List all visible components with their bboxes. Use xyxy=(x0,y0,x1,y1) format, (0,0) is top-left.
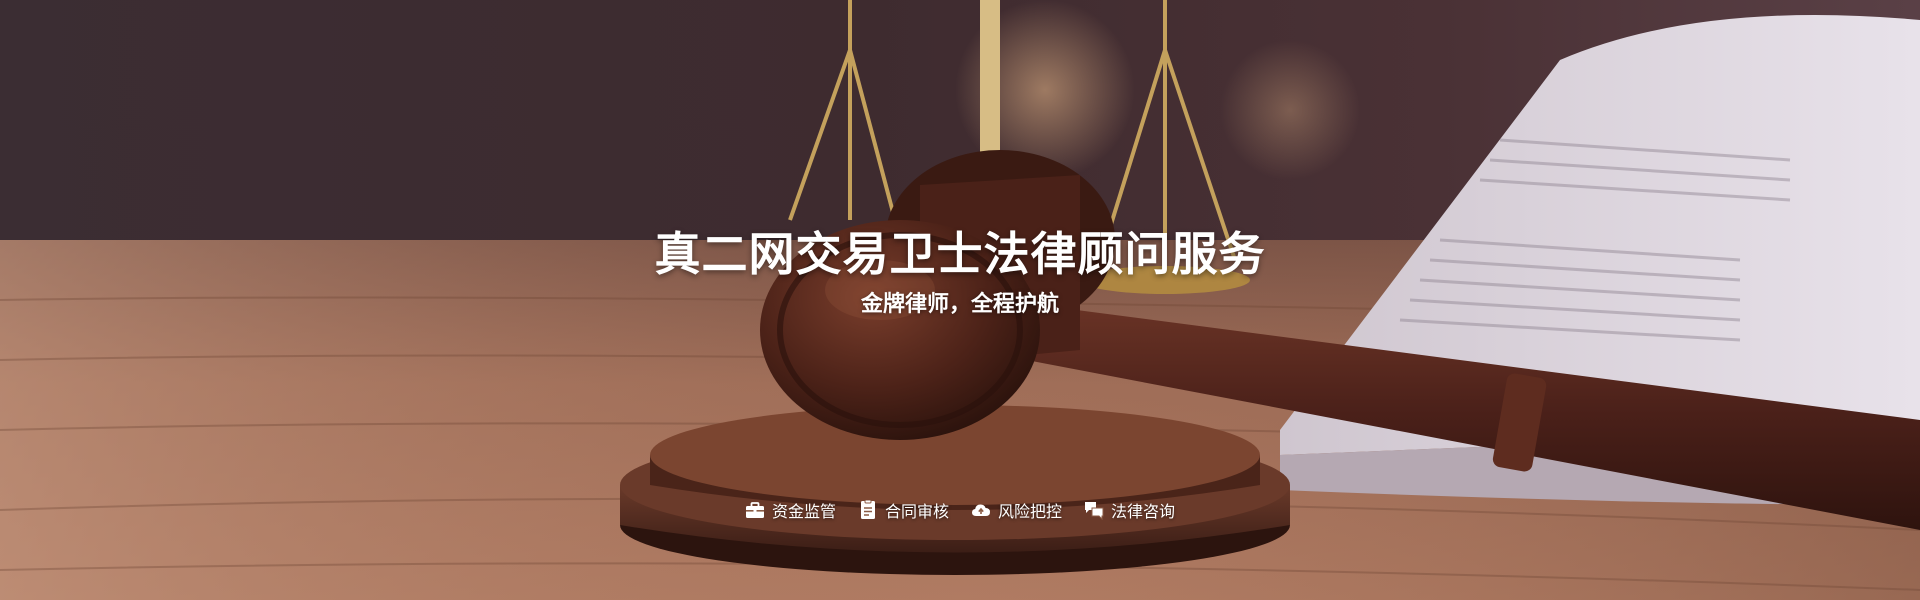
feature-label: 风险把控 xyxy=(998,502,1063,521)
hero-title: 真二网交易卫士法律顾问服务 xyxy=(654,227,1266,281)
feature-fund-supervision[interactable]: 资金监管 xyxy=(745,498,836,522)
feature-label: 法律咨询 xyxy=(1111,502,1176,521)
feature-list: 资金监管 合同审核 风险把控 法律咨询 xyxy=(0,498,1920,522)
feature-label: 合同审核 xyxy=(884,502,949,521)
cloud-icon xyxy=(971,500,991,520)
feature-contract-review[interactable]: 合同审核 xyxy=(858,498,949,522)
hero-subtitle: 金牌律师，全程护航 xyxy=(860,292,1059,317)
document-icon xyxy=(858,500,878,520)
briefcase-icon xyxy=(745,500,765,520)
feature-label: 资金监管 xyxy=(771,502,836,521)
feature-risk-control[interactable]: 风险把控 xyxy=(971,498,1062,522)
feature-legal-consultation[interactable]: 法律咨询 xyxy=(1084,498,1175,522)
chat-icon xyxy=(1084,500,1104,520)
